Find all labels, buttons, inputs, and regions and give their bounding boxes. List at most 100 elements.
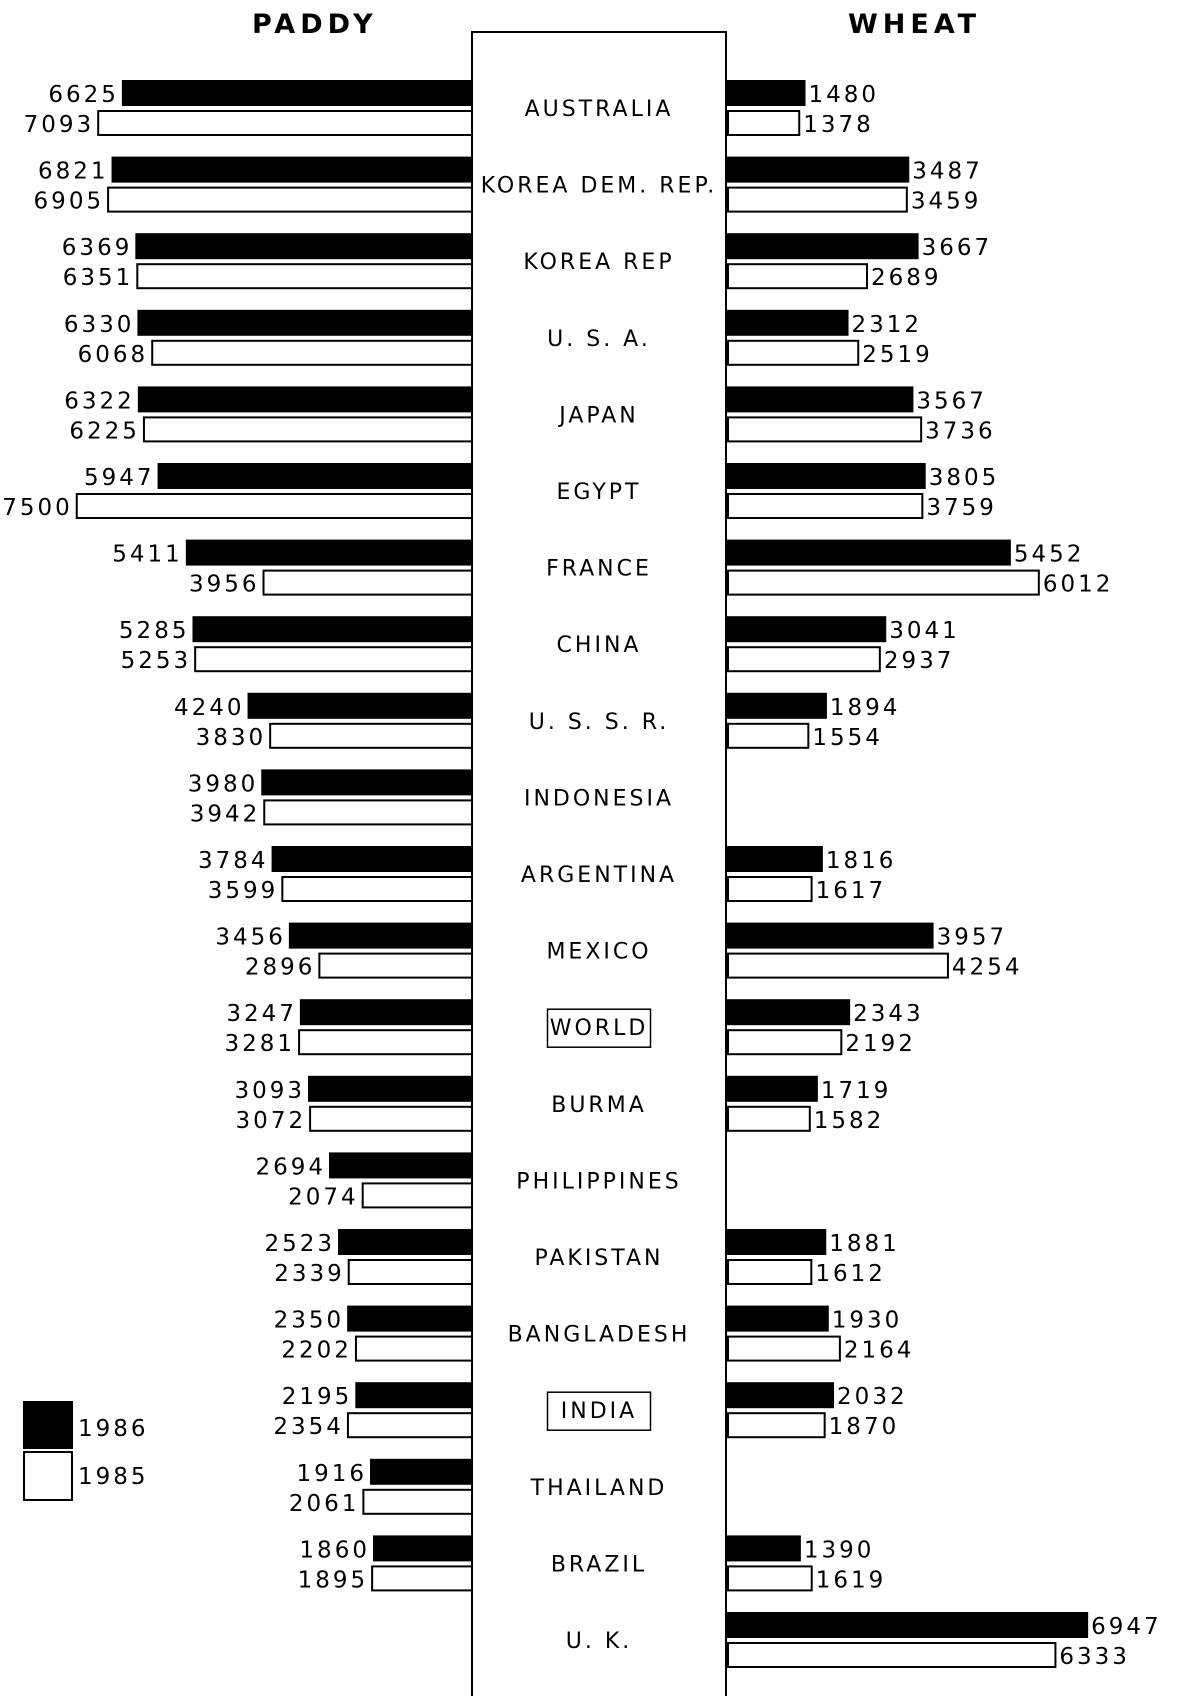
- wheat-value-1986-u-s-s-r: 1894: [830, 695, 901, 721]
- paddy-bar-1985-korea-dem-rep: [107, 186, 473, 213]
- wheat-value-1986-burma: 1719: [821, 1078, 892, 1104]
- paddy-value-1985-mexico: 2896: [245, 955, 316, 981]
- wheat-value-1985-u-k: 6333: [1059, 1644, 1130, 1670]
- wheat-bar-1986-world: [727, 999, 851, 1026]
- wheat-bar-1986-france: [727, 539, 1011, 566]
- paddy-bar-1986-world: [299, 999, 473, 1026]
- paddy-bar-1986-japan: [137, 386, 473, 413]
- paddy-bar-1986-thailand: [370, 1458, 473, 1485]
- paddy-value-1985-china: 5253: [121, 648, 192, 674]
- paddy-bar-1986-france: [185, 539, 473, 566]
- country-label-egypt: EGYPT: [557, 480, 642, 505]
- paddy-value-1986-world: 3247: [226, 1001, 297, 1027]
- wheat-bar-1985-u-s-a: [727, 339, 860, 366]
- paddy-value-1985-australia: 7093: [24, 112, 95, 138]
- wheat-bar-1985-australia: [727, 110, 801, 136]
- paddy-bar-1986-u-s-a: [137, 309, 473, 336]
- paddy-value-1986-thailand: 1916: [296, 1461, 367, 1487]
- wheat-bar-1985-korea-dem-rep: [727, 186, 908, 213]
- wheat-bar-1985-korea-rep: [727, 263, 869, 290]
- country-label-philippines: PHILIPPINES: [516, 1169, 681, 1194]
- country-label-korea-rep: KOREA REP: [523, 250, 674, 275]
- country-label-burma: BURMA: [551, 1093, 647, 1118]
- paddy-value-1985-japan: 6225: [69, 418, 140, 444]
- wheat-value-1985-world: 2192: [845, 1031, 916, 1057]
- wheat-bar-1986-brazil: [727, 1535, 801, 1562]
- paddy-value-1985-india: 2354: [273, 1414, 344, 1440]
- country-label-brazil: BRAZIL: [551, 1552, 647, 1577]
- wheat-bar-1986-pakistan: [727, 1229, 827, 1255]
- legend-swatch-1986: [23, 1401, 73, 1449]
- wheat-bar-1986-korea-rep: [727, 233, 919, 260]
- paddy-bar-1985-india: [346, 1412, 474, 1439]
- paddy-bar-1986-bangladesh: [347, 1305, 473, 1332]
- legend-label-1986: 1986: [78, 1416, 149, 1442]
- paddy-bar-1985-burma: [309, 1105, 473, 1132]
- wheat-bar-1986-india: [727, 1382, 835, 1409]
- paddy-bar-1986-brazil: [372, 1535, 473, 1562]
- paddy-value-1985-thailand: 2061: [289, 1491, 360, 1517]
- wheat-value-1985-mexico: 4254: [952, 955, 1023, 981]
- paddy-value-1985-korea-rep: 6351: [63, 265, 134, 291]
- paddy-value-1986-u-s-a: 6330: [64, 312, 135, 338]
- wheat-bar-1985-china: [727, 646, 881, 673]
- paddy-value-1985-burma: 3072: [236, 1108, 307, 1134]
- wheat-value-1986-pakistan: 1881: [829, 1231, 900, 1257]
- paddy-value-1986-pakistan: 2523: [264, 1231, 335, 1257]
- paddy-bar-1985-pakistan: [347, 1259, 474, 1285]
- paddy-value-1986-korea-rep: 6369: [62, 235, 133, 261]
- country-label-argentina: ARGENTINA: [521, 863, 677, 888]
- paddy-bar-1986-china: [192, 616, 473, 643]
- paddy-bar-1986-pakistan: [338, 1229, 473, 1255]
- wheat-value-1985-burma: 1582: [814, 1108, 885, 1134]
- wheat-value-1986-u-k: 6947: [1091, 1614, 1162, 1640]
- paddy-value-1985-egypt: 7500: [2, 495, 73, 521]
- paddy-bar-1985-u-s-a: [151, 339, 473, 366]
- wheat-value-1985-korea-dem-rep: 3459: [911, 189, 982, 215]
- legend-swatch-1985: [23, 1451, 73, 1501]
- wheat-value-1986-japan: 3567: [916, 388, 987, 414]
- wheat-bar-1985-mexico: [727, 952, 949, 979]
- wheat-bar-1986-u-s-s-r: [727, 692, 827, 719]
- wheat-value-1985-bangladesh: 2164: [844, 1338, 915, 1364]
- legend: 1986 1985: [23, 1401, 149, 1501]
- wheat-value-1985-india: 1870: [829, 1414, 900, 1440]
- paddy-value-1986-japan: 6322: [64, 388, 135, 414]
- wheat-bar-1985-india: [727, 1412, 826, 1439]
- paddy-value-1985-indonesia: 3942: [190, 801, 261, 827]
- legend-label-1985: 1985: [78, 1464, 149, 1490]
- paddy-value-1985-bangladesh: 2202: [281, 1338, 352, 1364]
- paddy-bar-1986-korea-dem-rep: [111, 156, 474, 183]
- country-label-japan: JAPAN: [557, 403, 639, 428]
- wheat-bar-1986-australia: [727, 80, 806, 106]
- paddy-value-1985-world: 3281: [225, 1031, 296, 1057]
- wheat-value-1985-argentina: 1617: [816, 878, 887, 904]
- wheat-bar-1985-world: [727, 1029, 843, 1056]
- wheat-bar-1985-u-k: [727, 1642, 1057, 1668]
- wheat-value-1986-argentina: 1816: [826, 848, 897, 874]
- paddy-bar-1986-philippines: [329, 1152, 474, 1179]
- paddy-heading: PADDY: [252, 9, 378, 40]
- country-box-world: [546, 1008, 652, 1048]
- wheat-bar-1986-egypt: [727, 463, 926, 489]
- wheat-bar-1985-brazil: [727, 1565, 813, 1592]
- paddy-value-1986-mexico: 3456: [215, 925, 286, 951]
- paddy-value-1986-korea-dem-rep: 6821: [38, 159, 109, 185]
- wheat-bar-1985-egypt: [727, 493, 924, 519]
- paddy-value-1986-burma: 3093: [234, 1078, 305, 1104]
- wheat-value-1986-world: 2343: [853, 1001, 924, 1027]
- paddy-value-1985-brazil: 1895: [298, 1567, 369, 1593]
- wheat-bar-1986-argentina: [727, 846, 823, 872]
- paddy-value-1986-philippines: 2694: [255, 1154, 326, 1180]
- wheat-value-1986-france: 5452: [1014, 542, 1085, 568]
- wheat-value-1985-france: 6012: [1043, 572, 1114, 598]
- wheat-value-1985-egypt: 3759: [926, 495, 997, 521]
- paddy-bar-1985-philippines: [361, 1182, 473, 1209]
- wheat-heading: WHEAT: [848, 9, 981, 40]
- wheat-bar-1986-u-s-a: [727, 309, 849, 336]
- wheat-value-1986-mexico: 3957: [937, 925, 1008, 951]
- wheat-value-1985-china: 2937: [884, 648, 955, 674]
- paddy-value-1986-argentina: 3784: [198, 848, 269, 874]
- country-label-bangladesh: BANGLADESH: [508, 1323, 691, 1348]
- wheat-value-1986-egypt: 3805: [929, 465, 1000, 491]
